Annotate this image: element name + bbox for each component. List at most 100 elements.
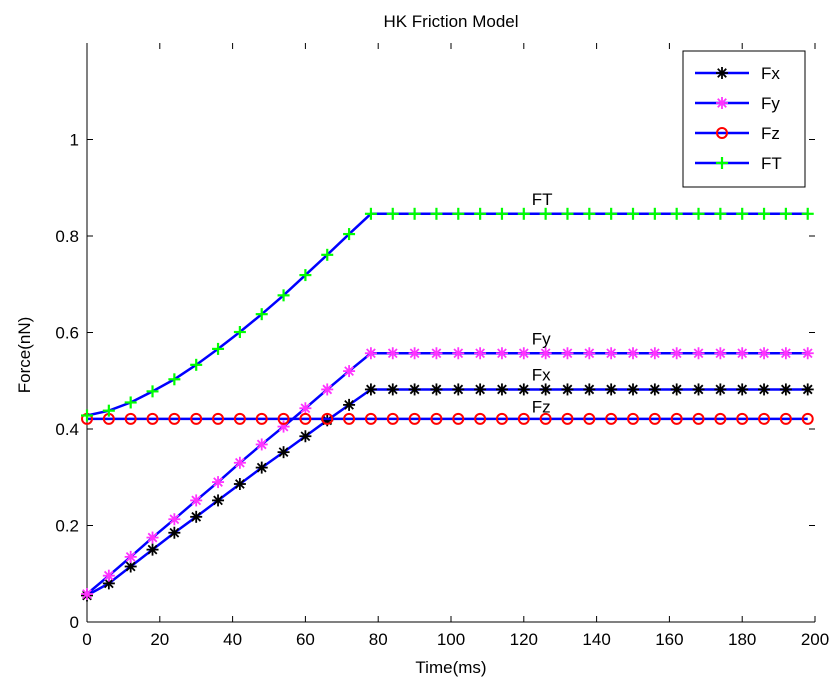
data-point-fx [430,383,443,396]
data-point-ft [233,326,246,339]
data-point-ft [736,207,749,220]
data-point-fx [801,383,814,396]
marker-stroke [781,348,791,359]
data-point-fy [648,347,661,360]
annotation-fy: Fy [532,329,551,348]
data-point-fz [583,412,596,425]
marker-stroke [366,348,376,359]
data-point-fx [146,543,159,556]
data-point-fx [539,383,552,396]
data-point-fz [408,412,421,425]
data-point-fy [233,456,246,469]
legend-label: Fz [761,124,780,143]
marker-stroke [606,384,617,395]
data-point-fx [277,446,290,459]
marker-stroke [191,511,202,522]
data-point-fy [299,402,312,415]
marker-stroke [562,384,573,395]
data-point-ft [692,207,705,220]
marker-stroke [169,514,180,525]
series-fy [81,347,814,601]
data-point-ft [779,207,792,220]
marker-stroke [693,348,704,359]
data-point-fz [299,412,312,425]
marker-stroke [497,348,507,359]
data-point-fz [474,412,487,425]
data-point-ft [212,342,225,355]
data-point-fy [627,347,639,360]
data-point-fx [714,383,727,396]
legend-label: FT [761,154,782,173]
data-point-fy [779,347,792,360]
marker-stroke [453,384,464,395]
data-point-fz [321,412,334,425]
x-tick-label: 120 [510,630,538,649]
data-point-ft [255,308,268,321]
data-point-fx [474,383,487,396]
data-point-fx [627,383,639,396]
data-point-fx [779,383,792,396]
marker-stroke [431,348,442,359]
data-point-fy [146,531,159,544]
data-point-ft [539,207,552,220]
data-point-fz [670,412,683,425]
data-point-fz [539,412,552,425]
data-point-fy [343,365,356,378]
marker-stroke [802,348,813,359]
marker-stroke [147,544,158,555]
data-point-fz [627,412,639,425]
data-point-fx [583,383,596,396]
data-point-fx [124,560,137,573]
marker-stroke [409,348,420,359]
data-point-ft [474,207,487,220]
marker-stroke [781,384,791,395]
data-point-ft [714,207,727,220]
data-point-fy [364,347,377,360]
data-point-fy [452,347,465,360]
data-point-ft [452,207,465,220]
y-ticks: 0 0.2 0.4 0.6 0.8 1 [55,131,815,632]
x-tick-label: 140 [582,630,610,649]
data-point-fy [736,347,749,360]
data-point-fy [474,347,487,360]
x-tick-label: 200 [801,630,829,649]
data-point-fy [670,347,683,360]
y-tick-label: 0.8 [55,227,79,246]
data-point-ft [102,404,115,417]
data-point-fy [386,347,399,360]
data-point-ft [605,207,618,220]
data-point-fx [168,526,181,539]
marker-stroke [366,384,376,395]
marker-stroke [387,348,398,359]
marker-stroke [475,384,485,395]
y-tick-label: 0 [70,613,79,632]
annotation-fz: Fz [532,397,551,416]
data-point-ft [627,207,639,220]
data-point-fy [583,347,596,360]
marker-stroke [584,348,595,359]
y-tick-label: 0.2 [55,517,79,536]
marker-stroke [671,348,682,359]
legend-label: Fy [761,94,780,113]
data-point-fx [517,383,530,396]
marker-stroke [213,477,223,487]
series-fz [81,412,814,425]
marker-stroke [125,561,136,572]
data-point-fy [321,383,334,396]
legend-item-fz: Fz [695,124,780,143]
data-point-ft [299,269,312,282]
marker-stroke [475,348,485,359]
data-point-ft [386,207,399,220]
data-point-fz [233,412,246,425]
marker-stroke [191,495,202,506]
marker-stroke [628,348,638,359]
data-point-fz [692,412,705,425]
marker-stroke [431,384,442,395]
marker-stroke [387,384,398,395]
data-point-ft [561,207,574,220]
y-tick-label: 1 [70,131,79,150]
series-ft [81,207,814,422]
x-tick-label: 20 [150,630,169,649]
data-point-fz [452,412,465,425]
x-tick-label: 80 [369,630,388,649]
